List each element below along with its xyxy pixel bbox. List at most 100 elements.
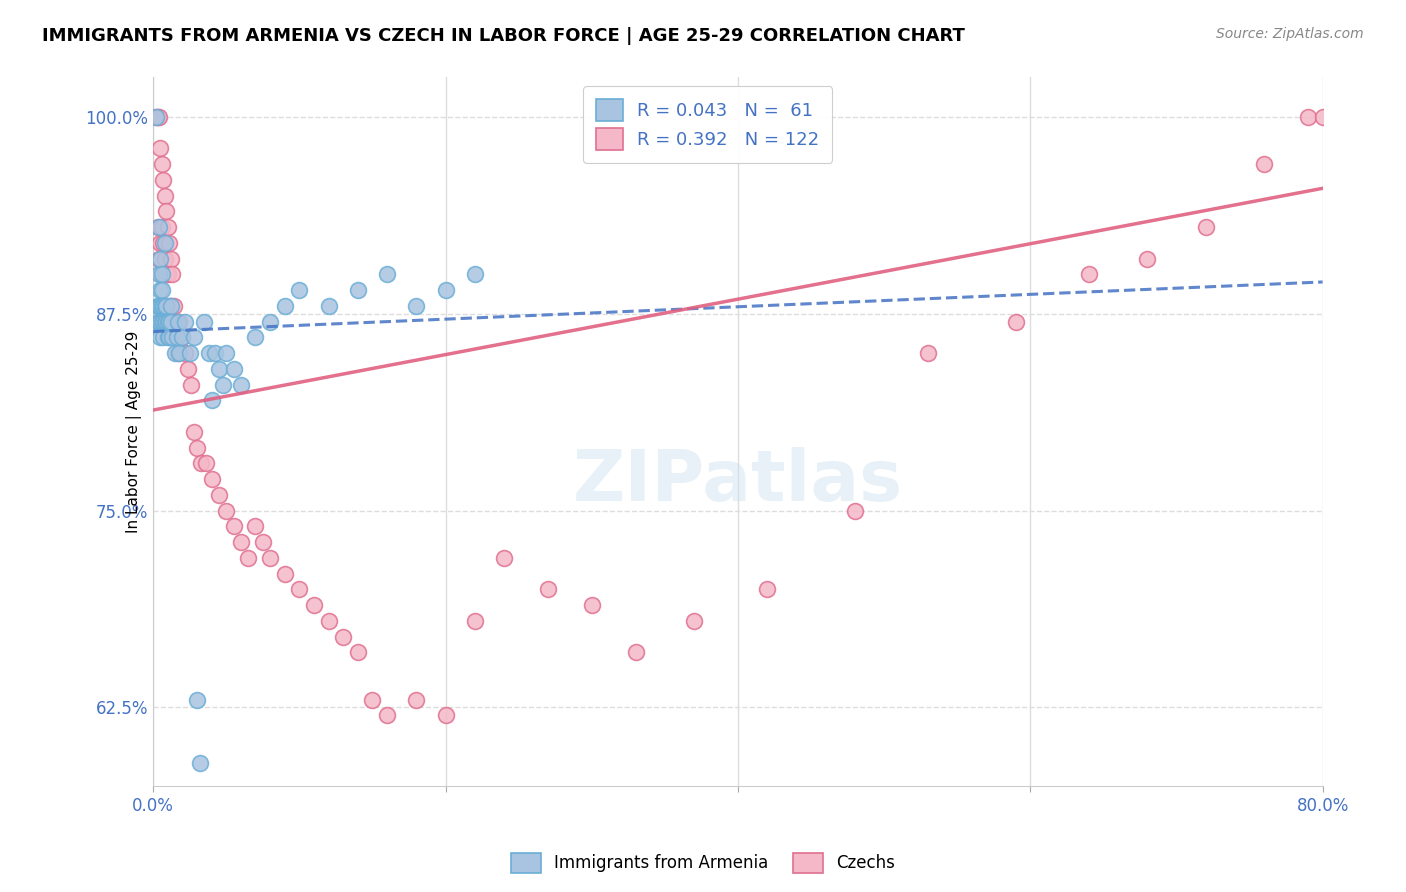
Point	[624, 645, 647, 659]
Point	[152, 235, 174, 250]
Point	[917, 346, 939, 360]
Point	[165, 314, 187, 328]
Point	[165, 346, 187, 360]
Point	[1326, 110, 1348, 124]
Point	[318, 299, 340, 313]
Point	[155, 299, 177, 313]
Point	[156, 330, 179, 344]
Point	[152, 173, 174, 187]
Point	[155, 204, 177, 219]
Point	[172, 330, 194, 344]
Point	[229, 535, 252, 549]
Point	[146, 110, 169, 124]
Point	[212, 377, 235, 392]
Point	[252, 535, 274, 549]
Point	[302, 598, 325, 612]
Point	[215, 503, 238, 517]
Point	[155, 314, 177, 328]
Point	[167, 314, 190, 328]
Point	[492, 550, 515, 565]
Point	[208, 361, 231, 376]
Point	[157, 235, 180, 250]
Point	[153, 188, 176, 202]
Point	[188, 756, 211, 770]
Point	[179, 346, 201, 360]
Point	[346, 645, 368, 659]
Point	[167, 346, 190, 360]
Point	[274, 566, 297, 581]
Point	[159, 252, 181, 266]
Point	[177, 361, 200, 376]
Point	[153, 235, 176, 250]
Point	[146, 299, 169, 313]
Point	[149, 235, 172, 250]
Point	[150, 283, 173, 297]
Point	[157, 330, 180, 344]
Point	[152, 330, 174, 344]
Point	[152, 314, 174, 328]
Point	[1077, 268, 1099, 282]
Legend: Immigrants from Armenia, Czechs: Immigrants from Armenia, Czechs	[503, 847, 903, 880]
Point	[1136, 252, 1159, 266]
Point	[169, 314, 191, 328]
Point	[464, 268, 486, 282]
Point	[160, 330, 183, 344]
Point	[1004, 314, 1026, 328]
Point	[166, 330, 188, 344]
Point	[183, 330, 205, 344]
Point	[150, 299, 173, 313]
Point	[238, 550, 260, 565]
Point	[197, 346, 219, 360]
Point	[208, 488, 231, 502]
Point	[1341, 110, 1364, 124]
Point	[153, 314, 176, 328]
Point	[146, 299, 169, 313]
Point	[159, 299, 181, 313]
Point	[166, 330, 188, 344]
Point	[150, 299, 173, 313]
Point	[201, 393, 224, 408]
Point	[259, 550, 281, 565]
Point	[537, 582, 560, 597]
Point	[174, 346, 197, 360]
Point	[172, 330, 194, 344]
Point	[1253, 157, 1275, 171]
Point	[215, 346, 238, 360]
Point	[152, 299, 174, 313]
Point	[288, 283, 311, 297]
Point	[405, 299, 427, 313]
Point	[1385, 110, 1406, 124]
Point	[148, 299, 170, 313]
Point	[1399, 110, 1406, 124]
Point	[156, 314, 179, 328]
Point	[155, 268, 177, 282]
Point	[346, 283, 368, 297]
Point	[186, 692, 208, 706]
Point	[149, 283, 172, 297]
Point	[245, 519, 267, 533]
Point	[160, 268, 183, 282]
Legend: R = 0.043   N =  61, R = 0.392   N = 122: R = 0.043 N = 61, R = 0.392 N = 122	[583, 87, 832, 163]
Point	[153, 252, 176, 266]
Point	[1355, 110, 1378, 124]
Point	[201, 472, 224, 486]
Point	[245, 330, 267, 344]
Point	[156, 314, 179, 328]
Point	[434, 708, 457, 723]
Point	[153, 299, 176, 313]
Point	[1296, 110, 1319, 124]
Point	[332, 630, 354, 644]
Point	[148, 110, 170, 124]
Point	[318, 614, 340, 628]
Point	[149, 330, 172, 344]
Point	[222, 361, 245, 376]
Point	[1312, 110, 1334, 124]
Point	[194, 456, 217, 470]
Point	[145, 110, 167, 124]
Text: IMMIGRANTS FROM ARMENIA VS CZECH IN LABOR FORCE | AGE 25-29 CORRELATION CHART: IMMIGRANTS FROM ARMENIA VS CZECH IN LABO…	[42, 27, 965, 45]
Point	[844, 503, 866, 517]
Point	[375, 268, 398, 282]
Point	[274, 299, 297, 313]
Point	[361, 692, 384, 706]
Point	[150, 314, 173, 328]
